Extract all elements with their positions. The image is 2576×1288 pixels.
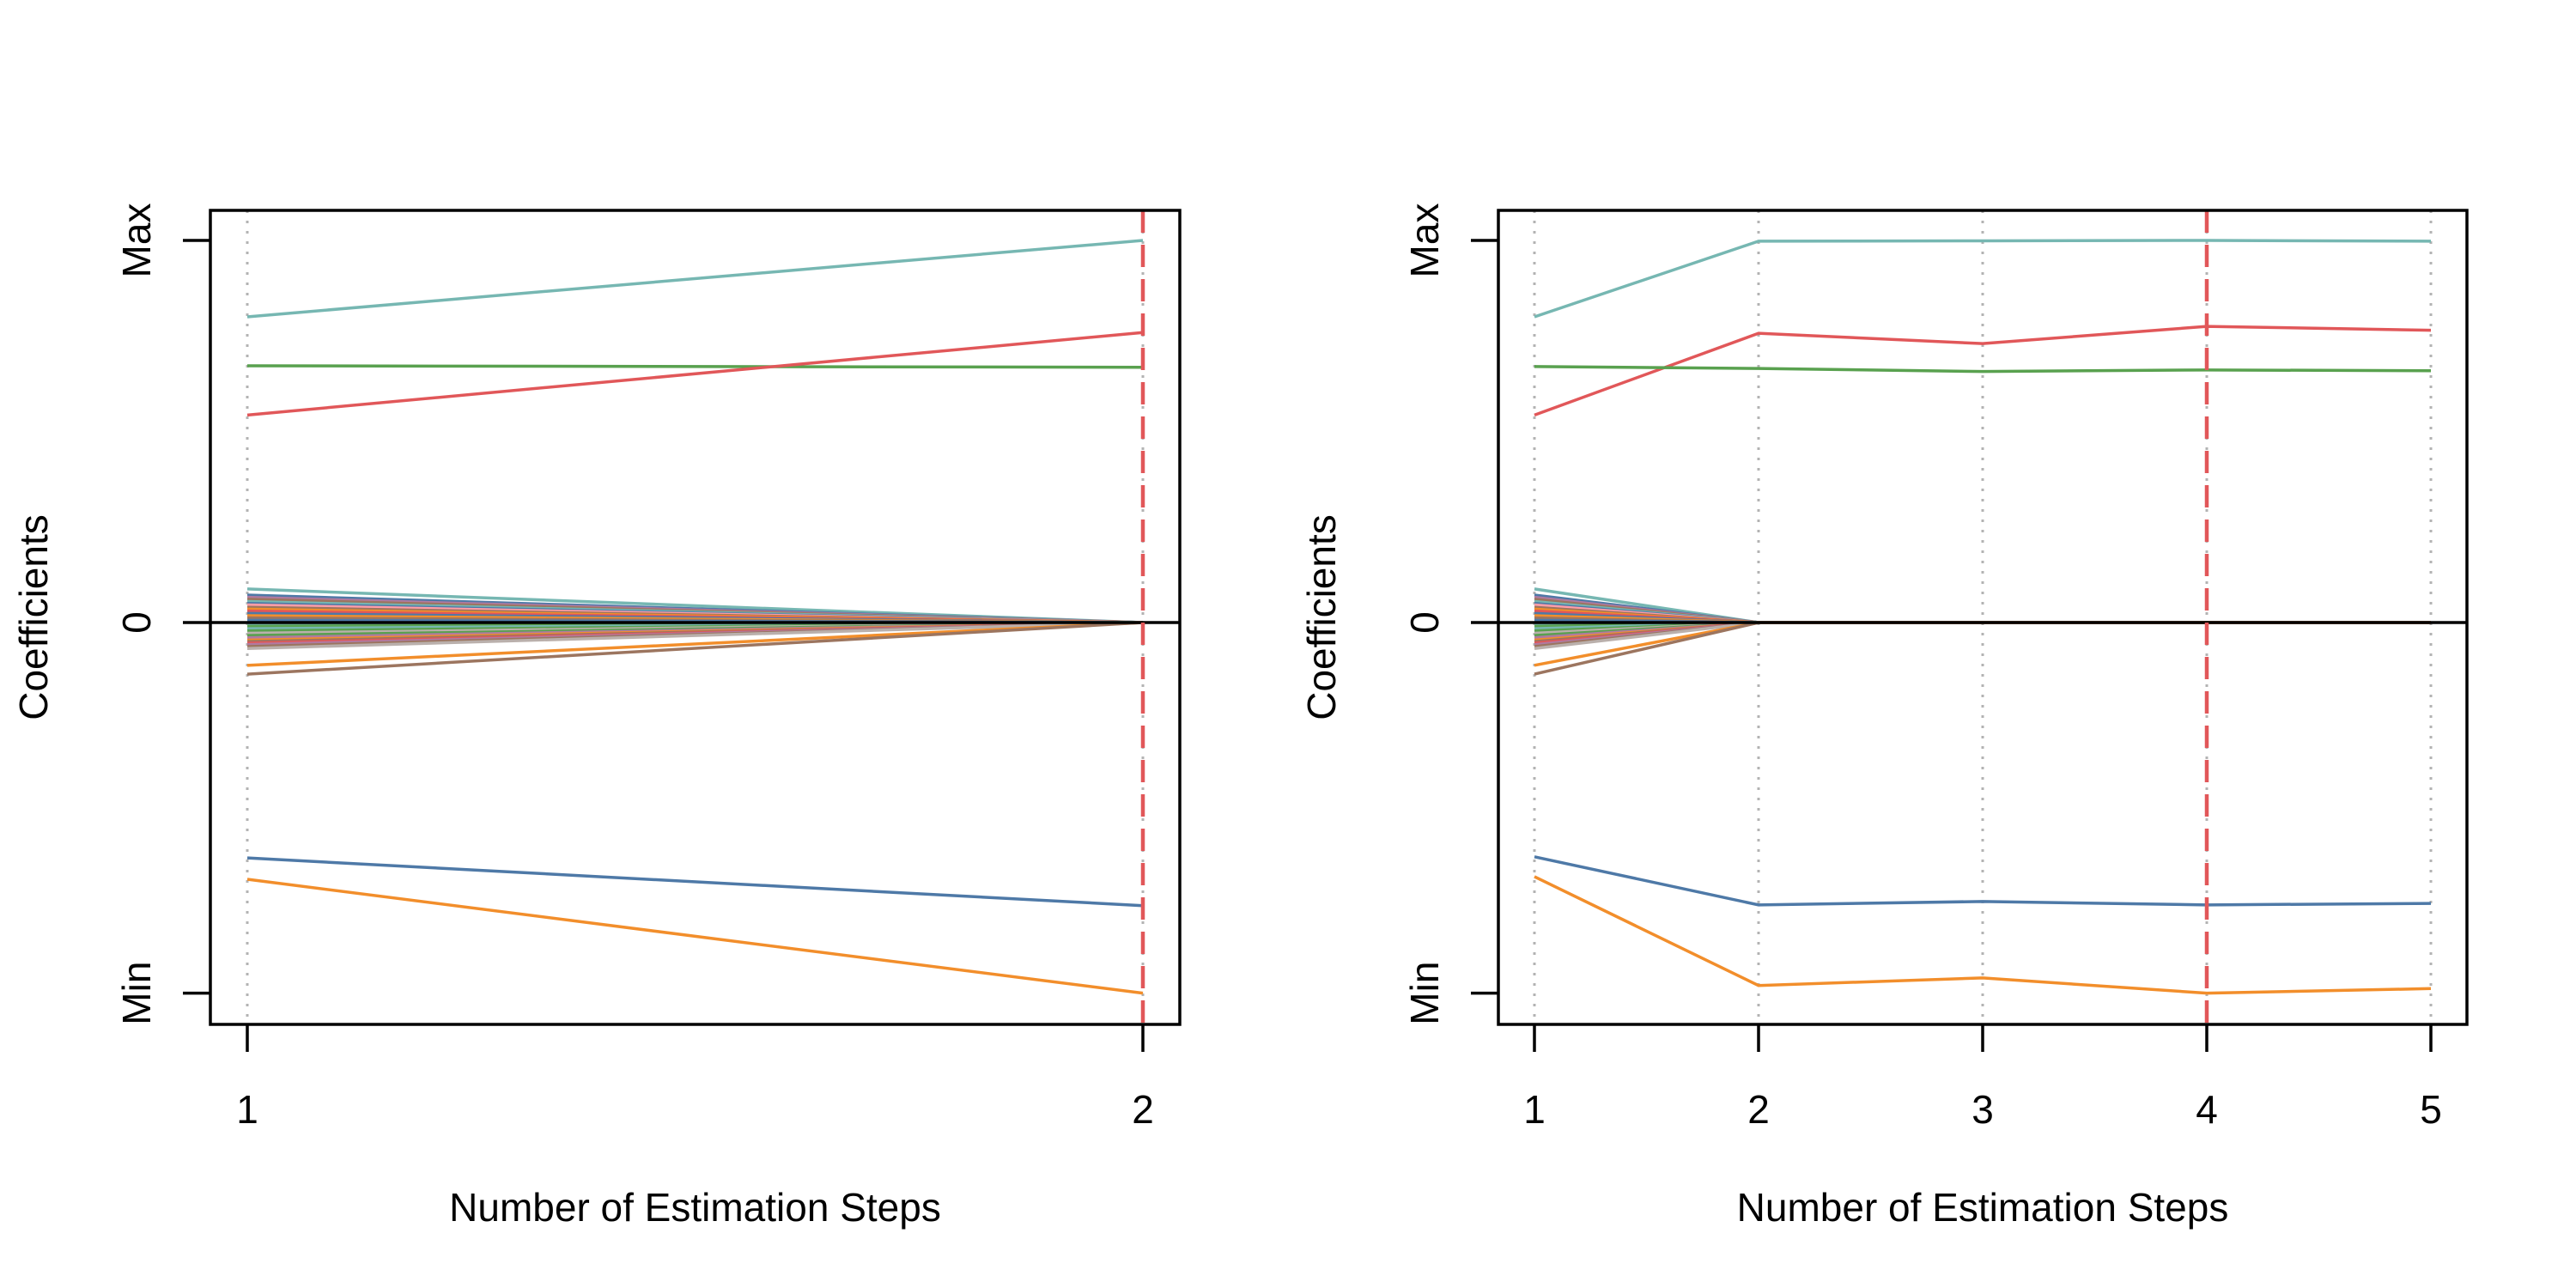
coefficient-path [1534, 855, 2432, 907]
y-tick-label: Max [114, 204, 159, 278]
coefficient-path [1534, 325, 2432, 417]
y-tick-label: Max [1402, 204, 1447, 278]
x-tick-label: 2 [1747, 1087, 1770, 1132]
x-tick-label: 4 [2196, 1087, 2218, 1132]
coefficient-path [1534, 239, 2432, 319]
coefficient-path [246, 364, 1144, 369]
plot-frame [209, 209, 1182, 1026]
y-tick-label: Min [114, 962, 159, 1025]
coefficient-path [246, 856, 1144, 908]
x-tick-label: 5 [2420, 1087, 2442, 1132]
coefficient-path [246, 239, 1144, 319]
x-tick-label: 1 [1523, 1087, 1546, 1132]
y-tick-label: 0 [1402, 611, 1447, 634]
x-tick-label: 3 [1971, 1087, 1994, 1132]
coefficient-path-small [246, 621, 1144, 651]
coefficient-path [1534, 365, 2432, 374]
x-tick-label: 2 [1132, 1087, 1154, 1132]
y-tick-label: 0 [114, 611, 159, 634]
y-tick-label: Min [1402, 962, 1447, 1025]
y-axis-title: Coefficients [1299, 514, 1344, 720]
coefficient-path-small [246, 621, 1144, 676]
coefficient-path [1534, 875, 2432, 995]
x-axis-title: Number of Estimation Steps [1737, 1185, 2229, 1230]
x-tick-label: 1 [236, 1087, 258, 1132]
coefficient-path [246, 331, 1144, 417]
left-panel: 1 2 Max 0 Min Number of Estimation Steps Coeff… [11, 204, 1182, 1230]
y-axis-title: Coefficients [11, 514, 56, 720]
x-axis-title: Number of Estimation Steps [449, 1185, 941, 1230]
coefficient-path [246, 878, 1144, 995]
right-panel: 1 2 3 4 5 Max 0 Min Number of Estimation Steps Co… [1299, 204, 2469, 1230]
